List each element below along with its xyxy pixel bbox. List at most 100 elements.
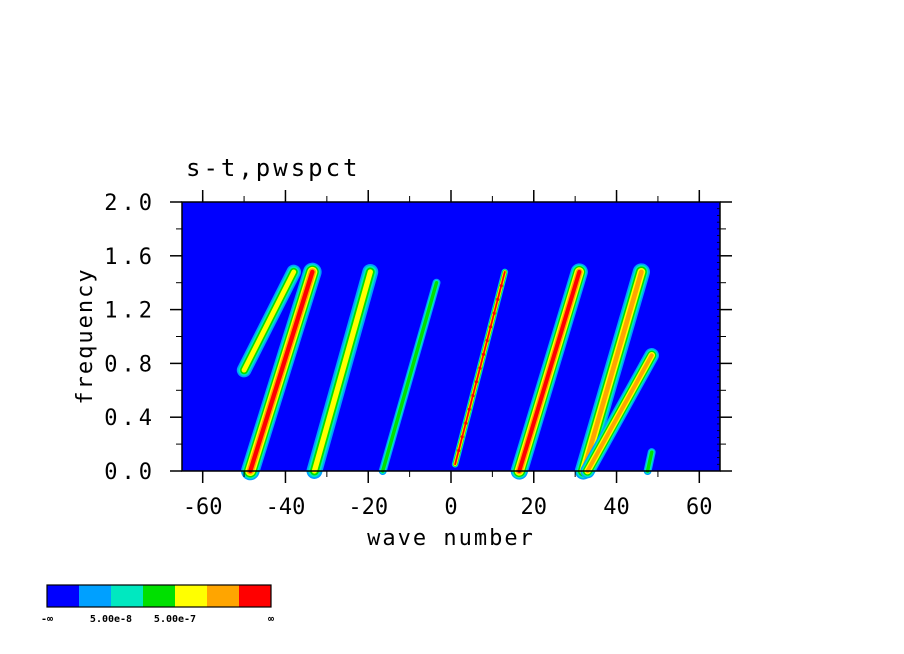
band-peak-dot — [595, 452, 599, 457]
spectral-band — [241, 262, 322, 481]
spectral-band — [306, 263, 379, 479]
axes: -60 -40 -20 0 20 40 60 0.0 0.4 0.8 1.2 1.6 2.0 — [104, 190, 732, 520]
band-peak-dot — [279, 369, 283, 374]
band-peak-dot — [631, 298, 635, 302]
band-peak-dot — [457, 448, 461, 453]
band-peak-dot — [614, 355, 619, 359]
band-peak-dot — [481, 352, 486, 356]
x-tick-label: -40 — [266, 495, 306, 520]
colorbar-swatch — [143, 585, 175, 607]
band-peak-dot — [293, 327, 297, 331]
band-peak-dot — [301, 298, 306, 302]
band-peak-dot — [598, 412, 602, 416]
band-peak-dot — [564, 313, 569, 317]
y-tick-label: 0.8 — [104, 352, 156, 377]
colorbar-swatch — [47, 585, 79, 607]
band-peak-dot — [306, 284, 310, 288]
x-tick-label: -20 — [348, 495, 388, 520]
y-tick-label: 0.4 — [104, 406, 156, 431]
band-peak-dot — [604, 436, 608, 440]
band-peak-dot — [608, 428, 613, 432]
band-peak-dot — [543, 384, 547, 388]
spectral-band — [451, 268, 509, 468]
band-peak-dot — [636, 378, 640, 382]
colorbar-swatch — [111, 585, 143, 607]
band-peak-dot — [569, 298, 573, 302]
band-peak-dot — [284, 355, 288, 359]
spectral-band — [643, 448, 656, 475]
band-peak-dot — [590, 441, 594, 445]
colorbar-swatch — [239, 585, 271, 607]
band-peak-dot — [288, 341, 292, 345]
band-level-3 — [381, 280, 439, 473]
band-peak-dot — [641, 370, 645, 374]
band-peak-dot — [257, 441, 261, 445]
plot-area — [182, 202, 720, 481]
band-peak-dot — [631, 386, 636, 390]
band-peak-dot — [485, 339, 489, 343]
band-level-4 — [311, 269, 373, 474]
band-peak-dot — [266, 412, 270, 416]
band-peak-dot — [478, 366, 482, 370]
band-peak-dot — [275, 384, 279, 388]
band-peak-dot — [635, 284, 639, 288]
band-peak-dot — [270, 398, 275, 402]
band-peak-dot — [262, 426, 266, 430]
band-peak-dot — [499, 284, 503, 288]
band-peak-dot — [627, 395, 631, 399]
y-tick-label: 1.2 — [104, 299, 156, 324]
band-peak-dot — [474, 380, 478, 384]
band-peak-dot — [599, 444, 603, 448]
band-peak-dot — [552, 355, 556, 359]
colorbar-label: -∞ — [41, 614, 53, 625]
colorbar-swatch — [207, 585, 239, 607]
x-tick-label: 0 — [444, 495, 457, 520]
x-tick-label: 40 — [603, 495, 630, 520]
band-peak-dot — [492, 311, 496, 315]
band-peak-dot — [573, 284, 577, 288]
band-peak-dot — [618, 411, 622, 415]
band-peak-dot — [610, 369, 615, 374]
band-peak-dot — [539, 398, 543, 402]
band-peak-dot — [467, 407, 471, 411]
band-peak-dot — [560, 327, 564, 331]
band-peak-dot — [297, 313, 301, 317]
band-peak-dot — [534, 412, 539, 416]
y-tick-label: 1.6 — [104, 245, 156, 270]
x-tick-label: -60 — [183, 495, 223, 520]
y-tick-label: 2.0 — [104, 191, 156, 216]
band-peak-dot — [590, 461, 594, 465]
colorbar-label: 5.00e-7 — [154, 614, 196, 625]
band-peak-dot — [489, 325, 493, 329]
colorbar-label: 5.00e-8 — [90, 614, 132, 625]
spectral-band — [236, 264, 302, 378]
band-peak-dot — [253, 455, 257, 459]
colorbar: -∞ 5.00e-8 5.00e-7 ∞ — [41, 584, 274, 625]
band-peak-dot — [619, 341, 623, 345]
chart-title: s-t,pwspct — [186, 154, 361, 182]
band-peak-dot — [623, 327, 627, 331]
band-peak-dot — [547, 369, 551, 374]
band-peak-dot — [622, 403, 626, 407]
band-peak-dot — [464, 421, 468, 425]
spectral-band — [378, 278, 441, 475]
band-peak-dot — [594, 426, 598, 430]
x-tick-label: 20 — [521, 495, 548, 520]
band-peak-dot — [645, 362, 649, 366]
band-peak-dot — [526, 441, 530, 445]
band-peak-dot — [602, 398, 606, 402]
spectral-band — [580, 348, 660, 479]
band-peak-dot — [522, 455, 526, 459]
band-peak-dot — [496, 297, 500, 301]
colorbar-swatch — [79, 585, 111, 607]
band-peak-dot — [627, 313, 631, 317]
colorbar-swatch — [175, 585, 207, 607]
band-peak-dot — [530, 426, 534, 430]
y-tick-label: 0.0 — [104, 460, 156, 485]
band-peak-dot — [471, 394, 475, 398]
band-peak-dot — [613, 419, 617, 423]
spectral-band — [510, 263, 588, 480]
colorbar-label: ∞ — [268, 614, 274, 625]
spectral-band — [574, 263, 650, 480]
